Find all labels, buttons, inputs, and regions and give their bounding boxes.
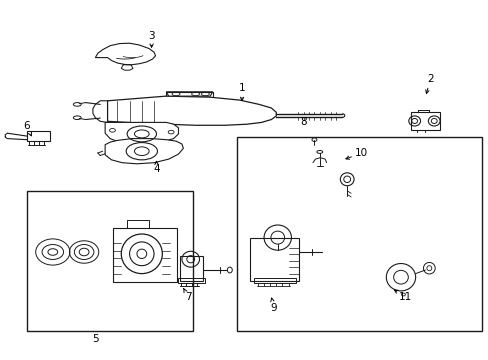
Text: 7: 7 [184,292,191,302]
Text: 9: 9 [270,303,277,313]
Polygon shape [95,43,155,65]
Bar [250,238,299,281]
Polygon shape [107,96,276,125]
Bar [237,137,481,331]
Bar [178,278,204,283]
Bar [113,228,177,282]
Bar [27,191,193,331]
Text: 10: 10 [355,148,367,158]
Text: 3: 3 [148,31,155,41]
Bar [27,131,50,141]
Polygon shape [105,139,183,164]
Text: 6: 6 [23,121,30,131]
Polygon shape [166,92,212,96]
Bar [180,256,203,281]
Text: 5: 5 [92,334,99,344]
Bar [254,278,295,283]
Polygon shape [105,122,178,144]
Bar [127,220,149,228]
Text: 8: 8 [299,117,306,127]
Text: 1: 1 [238,83,245,93]
Text: 2: 2 [426,74,433,84]
Bar [410,112,439,130]
Text: 11: 11 [398,292,412,302]
Text: 4: 4 [153,164,160,174]
